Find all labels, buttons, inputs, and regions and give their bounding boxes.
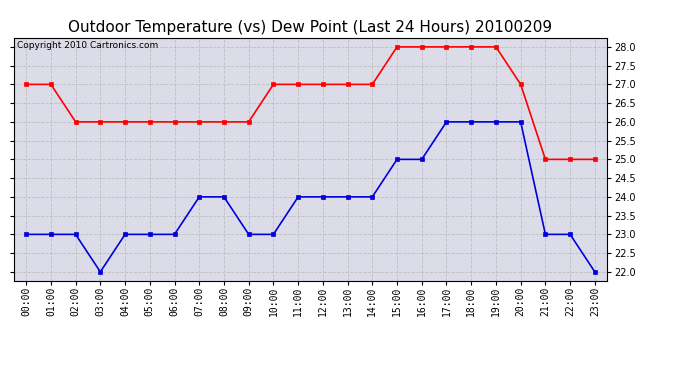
Text: Copyright 2010 Cartronics.com: Copyright 2010 Cartronics.com (17, 41, 158, 50)
Title: Outdoor Temperature (vs) Dew Point (Last 24 Hours) 20100209: Outdoor Temperature (vs) Dew Point (Last… (68, 20, 553, 35)
